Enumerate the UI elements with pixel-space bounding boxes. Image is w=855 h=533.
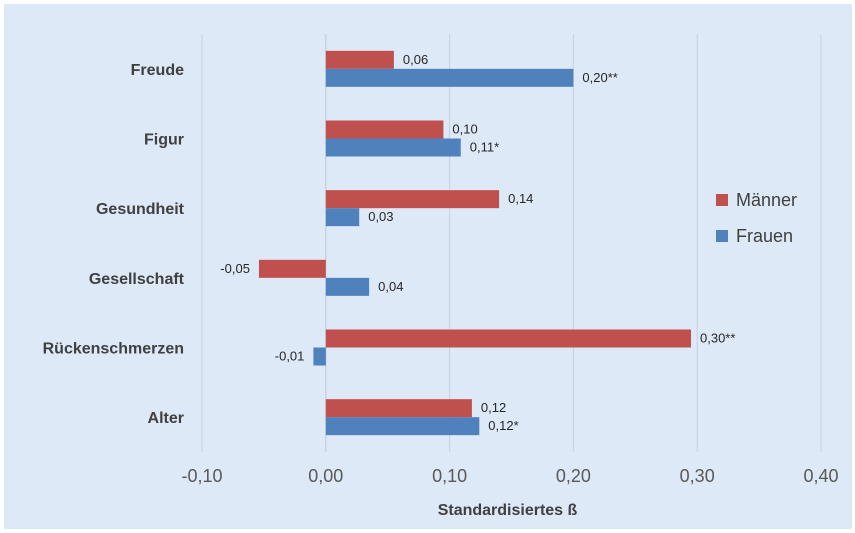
category-label: Gesundheit [96, 201, 185, 218]
data-label: -0,05 [220, 261, 250, 276]
x-tick-label: 0,20 [556, 466, 591, 486]
bar-frauen [325, 277, 370, 296]
bar-maenner [325, 329, 692, 348]
data-label: 0,20** [582, 70, 617, 85]
legend-label: Männer [736, 190, 797, 210]
legend-swatch [716, 194, 728, 206]
data-label: 0,30** [700, 331, 735, 346]
x-tick-label: 0,10 [432, 466, 467, 486]
x-tick-label: 0,30 [680, 466, 715, 486]
bar-maenner [325, 399, 472, 418]
x-tick-label: 0,00 [308, 466, 343, 486]
bar-frauen [313, 347, 326, 366]
x-tick-label: 0,40 [803, 466, 838, 486]
legend-label: Frauen [736, 226, 793, 246]
data-label: 0,06 [403, 52, 428, 67]
legend-swatch [716, 230, 728, 242]
category-label: Alter [148, 410, 184, 427]
category-label: Gesellschaft [89, 271, 185, 288]
bar-frauen [325, 68, 574, 87]
bar-maenner [258, 259, 326, 278]
bar-chart: -0,10 0,00 0,10 0,20 0,30 0,40 Freude 0,06 0,20*… [43, 34, 839, 519]
data-label: 0,04 [378, 279, 403, 294]
category-label: Freude [131, 62, 184, 79]
bar-maenner [325, 190, 500, 209]
chart-area: -0,10 0,00 0,10 0,20 0,30 0,40 Freude 0,06 0,20*… [4, 4, 852, 529]
bar-frauen [325, 208, 360, 227]
data-label: 0,12* [488, 418, 518, 433]
bar-maenner [325, 120, 444, 139]
data-label: 0,03 [368, 209, 393, 224]
category-label: Rückenschmerzen [43, 341, 184, 358]
x-axis-title: Standardisiertes ß [438, 502, 578, 519]
data-label: 0,14 [508, 191, 533, 206]
bar-frauen [325, 138, 461, 157]
x-tick-label: -0,10 [181, 466, 222, 486]
data-label: 0,11* [470, 140, 499, 155]
data-label: 0,12 [481, 400, 506, 415]
category-label: Figur [144, 132, 184, 149]
data-label: 0,10 [452, 122, 477, 137]
bar-maenner [325, 50, 394, 69]
bar-frauen [325, 417, 480, 436]
data-label: -0,01 [275, 349, 305, 364]
